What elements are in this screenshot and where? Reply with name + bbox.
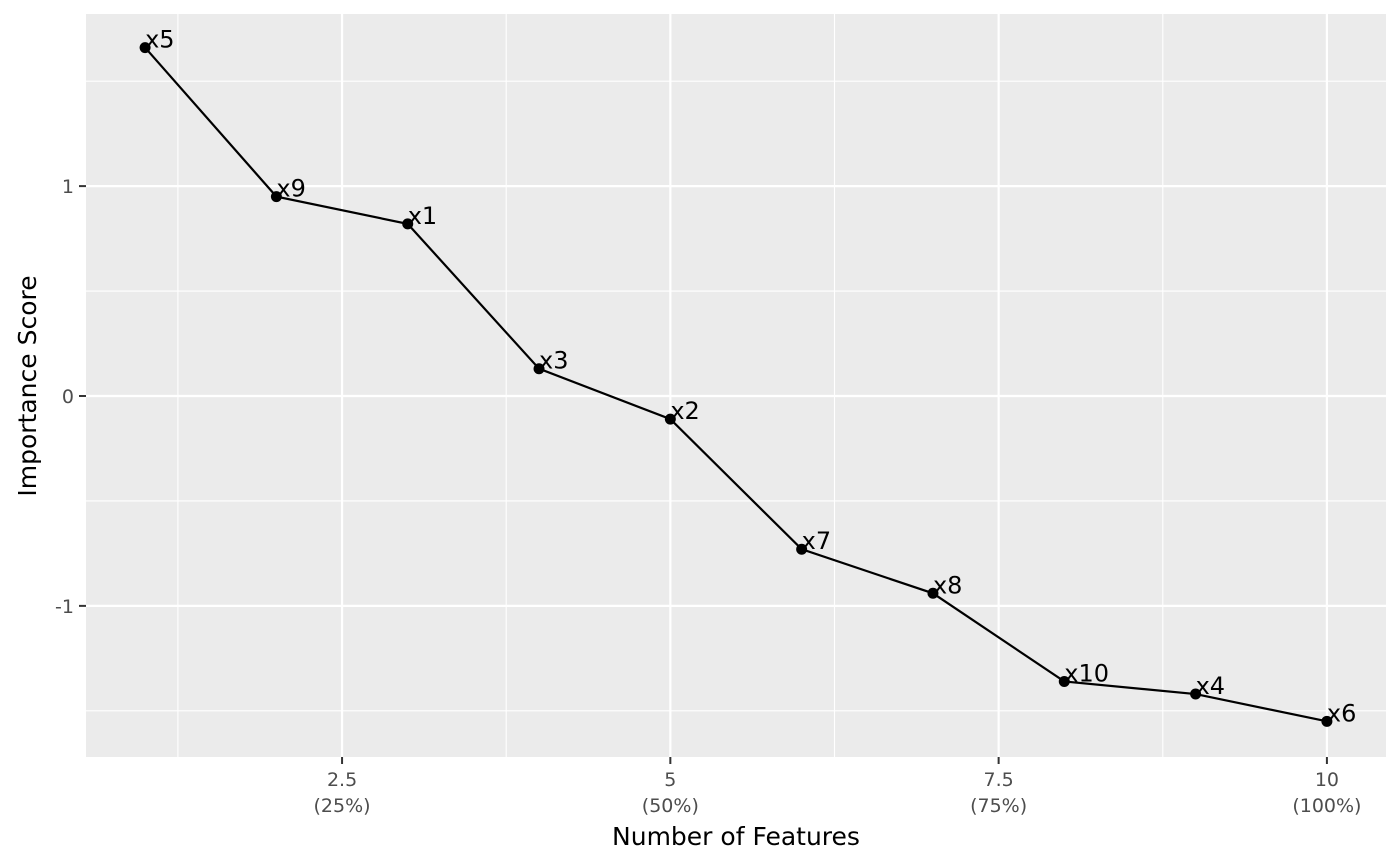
- point-label-x10: x10: [1064, 659, 1109, 687]
- x-tick-sublabel: (25%): [314, 795, 371, 817]
- x-tick-label: 2.5: [327, 769, 357, 791]
- point-label-x2: x2: [670, 397, 699, 425]
- data-points: [139, 42, 1333, 727]
- y-tick-label: 0: [62, 386, 74, 408]
- point-label-x8: x8: [933, 571, 962, 599]
- minor-gridlines: [86, 14, 1386, 757]
- x-tick-sublabel: (100%): [1292, 795, 1361, 817]
- point-label-x9: x9: [276, 175, 305, 203]
- series-line: [144, 46, 1328, 723]
- x-tick-label: 10: [1315, 769, 1339, 791]
- point-label-x7: x7: [802, 527, 831, 555]
- data-point-x8: [927, 587, 939, 599]
- data-point-x3: [533, 363, 545, 375]
- data-point-x5: [139, 42, 151, 54]
- data-point-x1: [402, 218, 414, 230]
- y-axis-title: Importance Score: [13, 275, 42, 496]
- point-labels: x5 x9 x1 x3 x2 x7 x8 x10 x4 x6: [145, 26, 1356, 728]
- x-tick-sublabel: (75%): [970, 795, 1027, 817]
- data-point-x9: [270, 191, 282, 203]
- point-label-x6: x6: [1327, 699, 1356, 727]
- major-gridlines: [86, 14, 1386, 757]
- x-tick-label: 7.5: [984, 769, 1014, 791]
- data-point-x2: [664, 413, 676, 425]
- data-point-x7: [796, 543, 808, 555]
- plot-panel: [86, 14, 1386, 757]
- data-point-x6: [1321, 715, 1333, 727]
- point-label-x1: x1: [408, 202, 437, 230]
- x-tick-sublabel: (50%): [642, 795, 699, 817]
- data-point-x10: [1058, 675, 1070, 687]
- x-axis-ticks: 2.5 (25%) 5 (50%) 7.5 (75%) 10 (100%): [314, 757, 1361, 817]
- point-label-x3: x3: [539, 347, 568, 375]
- y-tick-label: -1: [55, 596, 74, 618]
- point-label-x4: x4: [1196, 672, 1225, 700]
- x-axis-title: Number of Features: [612, 822, 860, 851]
- data-point-x4: [1190, 688, 1202, 700]
- y-tick-label: 1: [62, 176, 74, 198]
- x-tick-label: 5: [664, 769, 676, 791]
- point-label-x5: x5: [145, 26, 174, 54]
- y-axis-ticks: 1 0 -1: [55, 176, 86, 618]
